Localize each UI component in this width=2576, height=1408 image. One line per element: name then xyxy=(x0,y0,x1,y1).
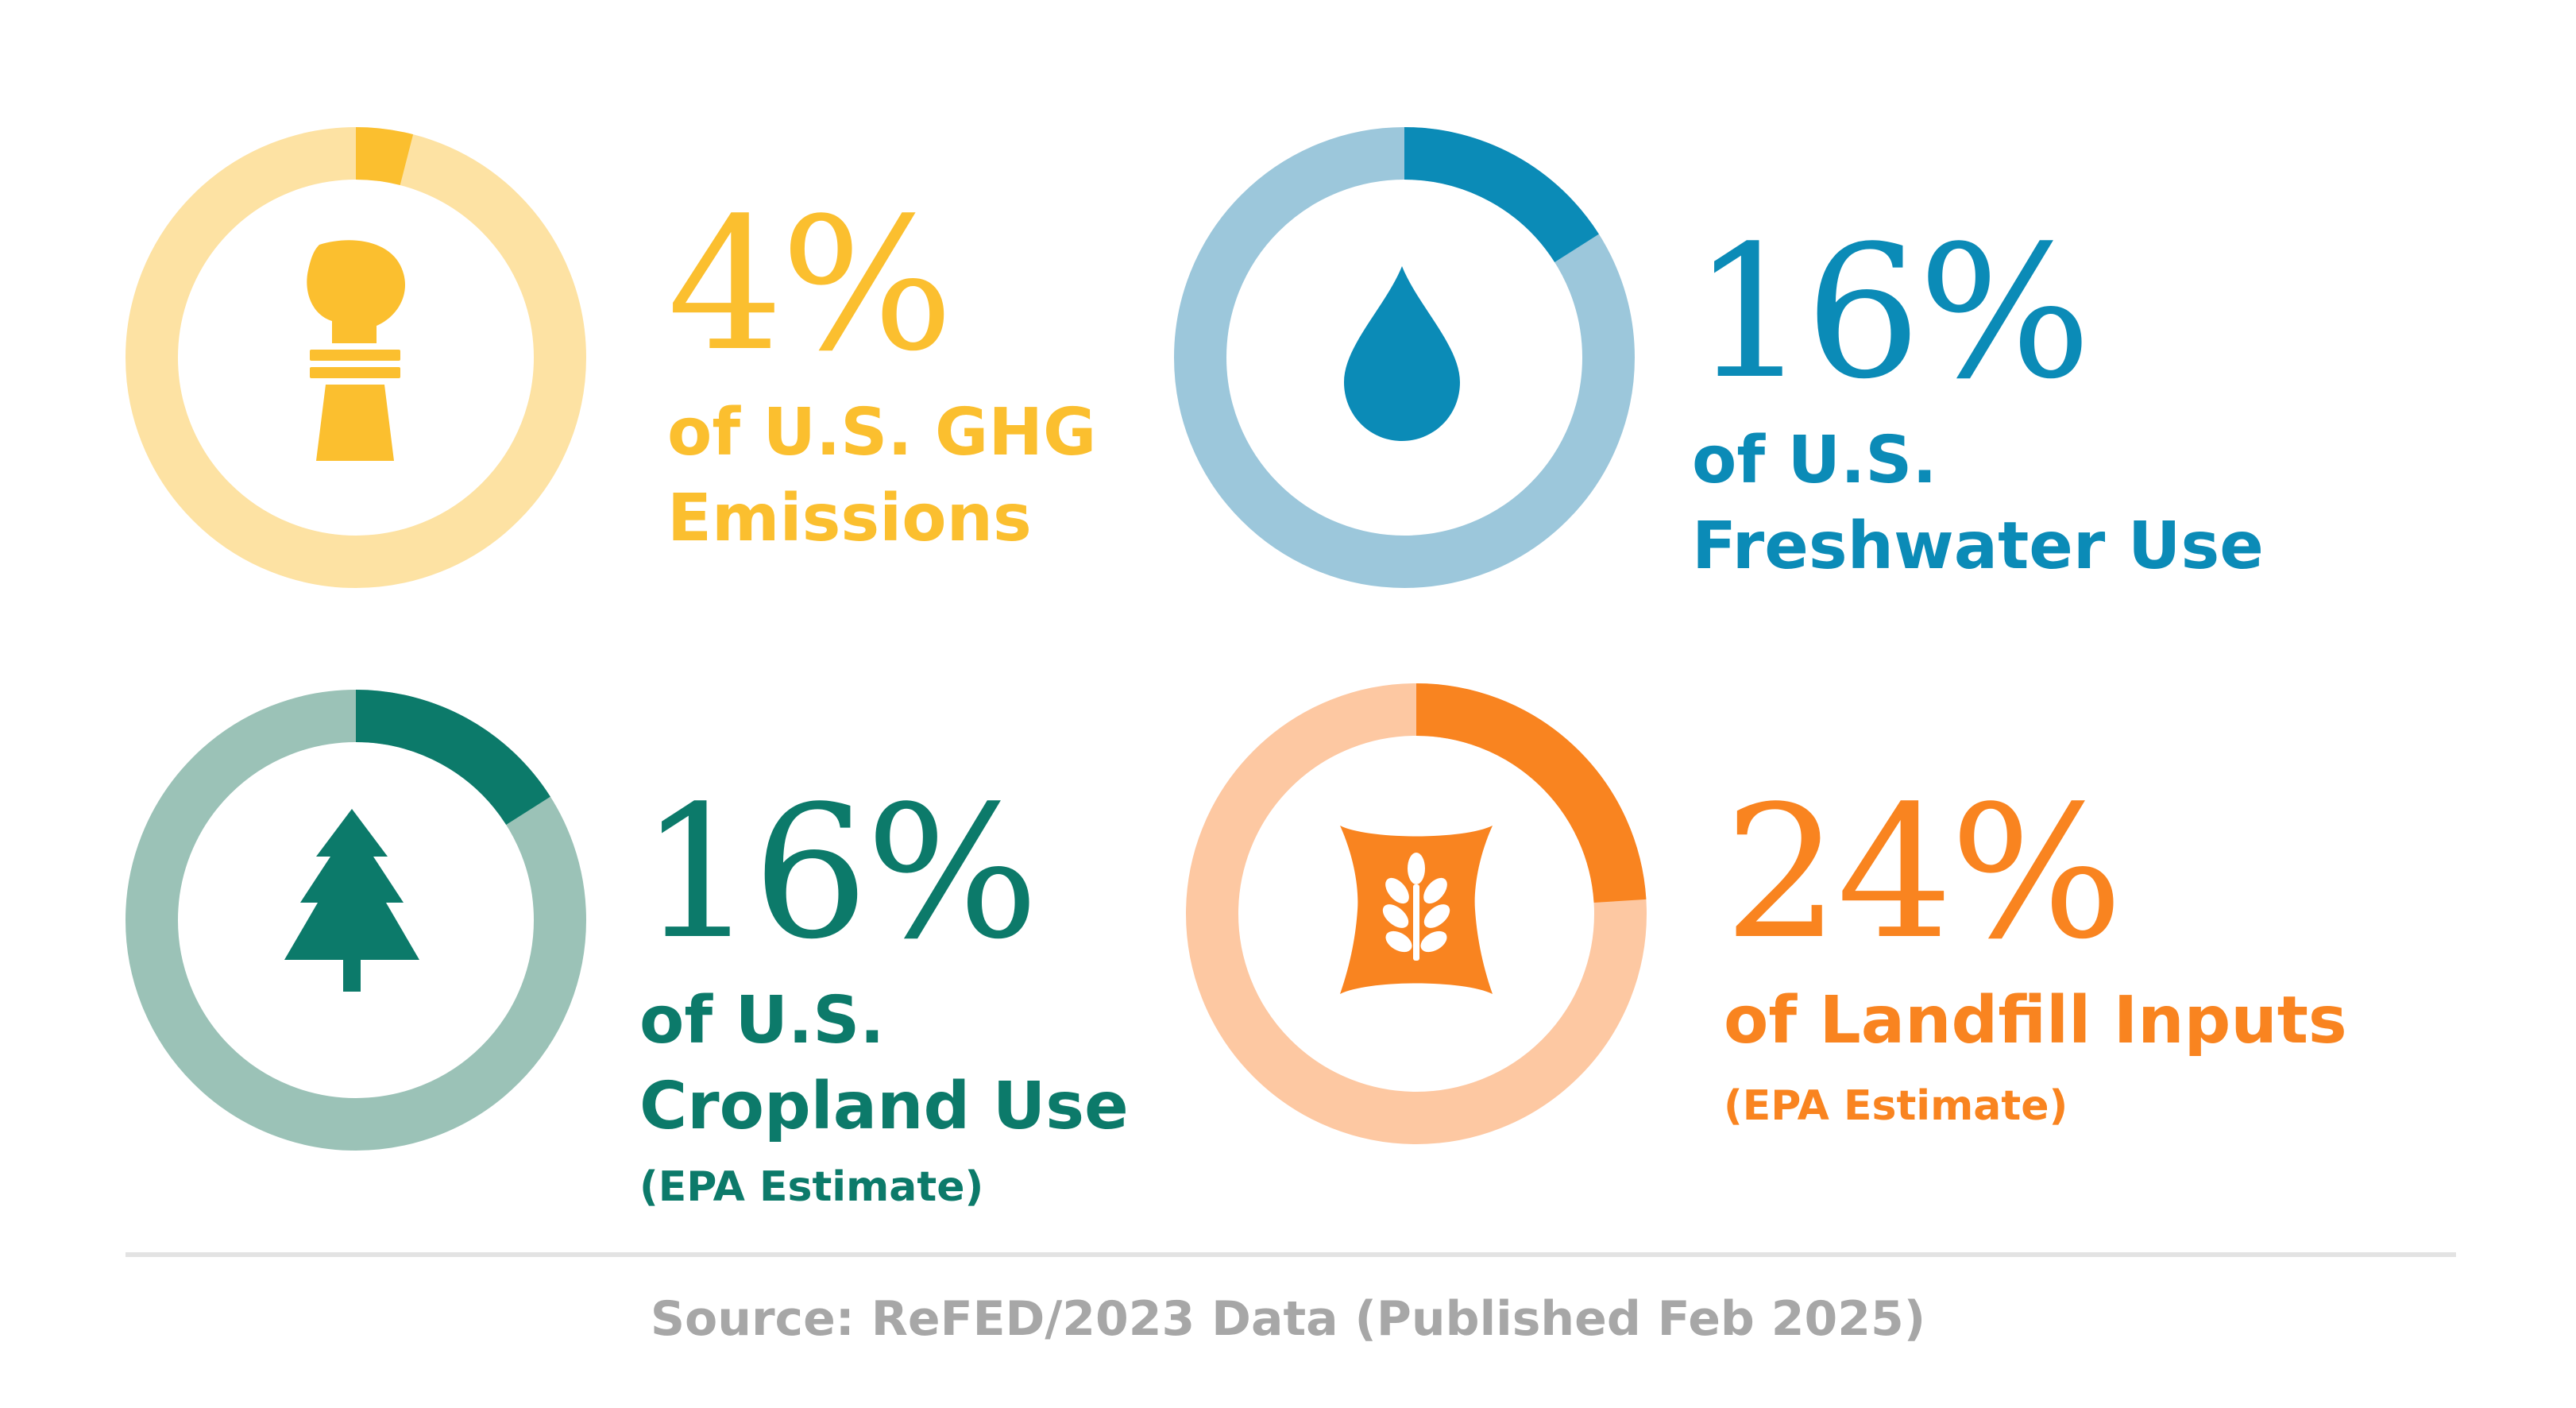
freshwater-percent: 16% xyxy=(1692,207,2091,420)
chimney-icon xyxy=(307,240,406,461)
grain-sack-icon xyxy=(1340,826,1493,994)
landfill-donut-share xyxy=(1186,683,1647,1144)
tree-icon xyxy=(284,809,419,992)
ghg-label: of U.S. GHG Emissions xyxy=(667,390,1096,562)
freshwater-donut-share xyxy=(1174,127,1635,588)
landfill-donut xyxy=(1186,683,1647,1144)
landfill-label: of Landfill Inputs xyxy=(1724,978,2347,1064)
source-caption: Source: ReFED/2023 Data (Published Feb 2… xyxy=(650,1291,1926,1347)
ghg-percent: 4% xyxy=(667,180,954,392)
ghg-label-line-1: of U.S. GHG xyxy=(667,395,1097,470)
landfill-note: (EPA Estimate) xyxy=(1724,1082,2068,1130)
freshwater-label-line-2: Freshwater Use xyxy=(1692,509,2264,584)
landfill-percent: 24% xyxy=(1724,768,2123,980)
freshwater-label: of U.S. Freshwater Use xyxy=(1692,418,2264,590)
freshwater-donut xyxy=(1174,127,1635,588)
landfill-label-line-1: of Landfill Inputs xyxy=(1724,983,2347,1058)
cropland-percent: 16% xyxy=(639,768,1039,980)
cropland-donut-share xyxy=(126,690,586,1151)
water-drop-icon xyxy=(1344,266,1460,441)
cropland-note: (EPA Estimate) xyxy=(639,1163,984,1211)
cropland-label: of U.S. Cropland Use xyxy=(639,978,1129,1150)
ghg-donut xyxy=(126,127,586,588)
cropland-label-line-1: of U.S. xyxy=(639,983,885,1058)
ghg-label-line-2: Emissions xyxy=(667,481,1032,556)
freshwater-label-line-1: of U.S. xyxy=(1692,423,1937,498)
cropland-label-line-2: Cropland Use xyxy=(639,1069,1129,1144)
cropland-donut xyxy=(126,690,586,1151)
footer-divider xyxy=(126,1252,2456,1257)
ghg-donut-share xyxy=(126,127,586,588)
